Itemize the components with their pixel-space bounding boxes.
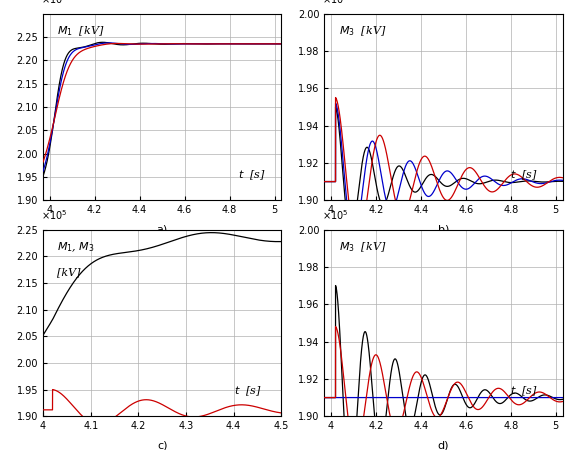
Text: $t$  [s]: $t$ [s] [510,168,538,181]
Text: c): c) [157,441,168,450]
Text: $M_3$  [kV]: $M_3$ [kV] [339,25,386,38]
Text: $t$  [s]: $t$ [s] [238,168,266,181]
Text: d): d) [437,441,449,450]
Text: $\times10^5$: $\times10^5$ [322,0,348,6]
Text: $\times10^5$: $\times10^5$ [41,0,67,6]
Text: $M_1$  [kV]: $M_1$ [kV] [57,25,104,38]
Text: [kV]: [kV] [57,267,81,277]
Text: $\times10^5$: $\times10^5$ [41,208,67,222]
Text: b): b) [438,225,449,234]
Text: $t$  [s]: $t$ [s] [234,384,262,398]
Text: a): a) [157,225,168,234]
Text: $t$  [s]: $t$ [s] [510,384,538,398]
Text: $M_3$  [kV]: $M_3$ [kV] [339,241,386,254]
Text: $M_1$, $M_3$: $M_1$, $M_3$ [57,241,95,254]
Text: $\times10^5$: $\times10^5$ [322,208,348,222]
